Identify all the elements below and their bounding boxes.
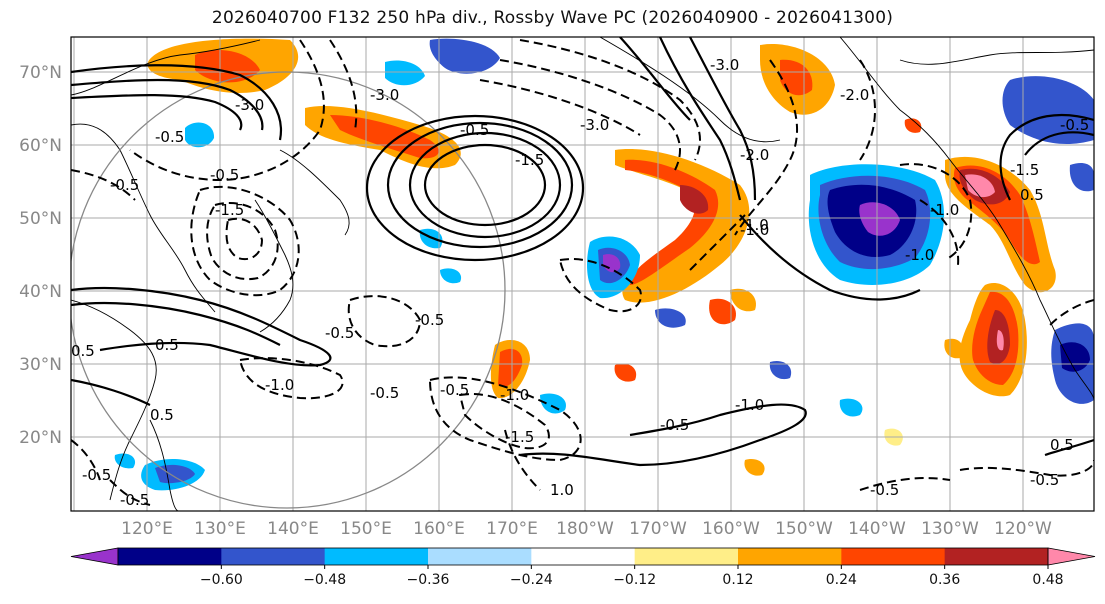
contour-label: 1.0	[745, 216, 769, 234]
contour-label: -0.5	[210, 166, 239, 184]
contour-label: -0.5	[120, 491, 149, 509]
contour-label: -1.0	[265, 376, 294, 394]
colorbar-tick-label: −0.36	[407, 572, 450, 588]
contour-label: -0.5	[415, 311, 444, 329]
longitude-labels: 120°E 130°E 140°E 150°E 160°E 170°E 180°…	[121, 519, 1052, 539]
contour-label: -0.5	[1030, 471, 1059, 489]
contours-dashed	[71, 39, 1094, 506]
reference-circle	[71, 71, 506, 509]
colorbar-extend-low	[70, 547, 119, 566]
contour-label: 0.5	[71, 342, 95, 360]
lon-label: 120°W	[994, 519, 1052, 539]
contour-label: -1.0	[500, 386, 529, 404]
lon-label: 160°E	[413, 519, 465, 539]
contour-label: 0.5	[1020, 186, 1044, 204]
colorbar-extend-high	[1047, 547, 1096, 566]
colorbar-tick-label: 0.48	[1032, 572, 1063, 588]
map-area	[71, 37, 1094, 511]
colorbar-labels: −0.60 −0.48 −0.36 −0.24 −0.12 0.12 0.24 0.36 0.4…	[200, 565, 1064, 588]
lon-label: 170°W	[629, 519, 687, 539]
colorbar-segment	[531, 548, 636, 565]
contour-label: 0.5	[155, 336, 179, 354]
colorbar-tick-label: −0.48	[303, 572, 346, 588]
contour-label: -1.0	[905, 246, 934, 264]
lat-label: 50°N	[19, 209, 62, 229]
contour-label: -0.5	[460, 121, 489, 139]
colorbar-segment	[324, 548, 429, 565]
lat-label: 70°N	[19, 63, 62, 83]
contours-solid	[71, 37, 1094, 467]
coastlines	[71, 37, 1094, 511]
contour-label: -1.5	[215, 201, 244, 219]
contour-label: -2.0	[740, 146, 769, 164]
contour-label: -0.5	[325, 324, 354, 342]
colorbar-segment	[634, 548, 739, 565]
contour-label: 0.5	[150, 406, 174, 424]
lon-label: 120°E	[121, 519, 173, 539]
contour-label: -0.5	[110, 176, 139, 194]
contour-label: -3.0	[580, 116, 609, 134]
colorbar-tick-label: 0.12	[722, 572, 753, 588]
lon-label: 150°E	[340, 519, 392, 539]
colorbar-border	[117, 547, 1049, 566]
contour-label: -1.5	[515, 151, 544, 169]
colorbar-segment	[738, 548, 842, 565]
contour-label: -1.0	[740, 221, 769, 239]
lon-label: 160°W	[702, 519, 760, 539]
map-title: 2026040700 F132 250 hPa div., Rossby Wav…	[211, 8, 894, 28]
colorbar	[70, 547, 1096, 566]
colorbar-segment	[221, 548, 326, 565]
divergence-shading	[114, 38, 1094, 491]
colorbar-tick-label: 0.24	[826, 572, 857, 588]
latitude-labels: 70°N 60°N 50°N 40°N 30°N 20°N	[19, 63, 62, 448]
contour-label: -0.5	[82, 466, 111, 484]
lon-label: 130°W	[921, 519, 979, 539]
colorbar-tick-label: −0.12	[613, 572, 656, 588]
contour-label: -0.5	[370, 384, 399, 402]
colorbar-segment	[944, 548, 1049, 565]
contour-label: -0.5	[660, 416, 689, 434]
contour-label: -1.5	[505, 428, 534, 446]
map-border	[70, 36, 1095, 512]
contour-label: 1.0	[550, 481, 574, 499]
lon-label: 140°W	[848, 519, 906, 539]
contour-label: -0.5	[155, 128, 184, 146]
contour-label: -0.5	[1060, 116, 1089, 134]
lon-label: 150°W	[775, 519, 833, 539]
colorbar-segment	[118, 548, 222, 565]
lon-label: 140°E	[267, 519, 319, 539]
contour-label: -1.0	[930, 201, 959, 219]
contour-label: -2.0	[840, 86, 869, 104]
contour-label: -1.5	[1010, 161, 1039, 179]
lon-label: 180°W	[556, 519, 614, 539]
lat-label: 40°N	[19, 282, 62, 302]
graticule	[71, 37, 1094, 511]
contour-label-group: -0.5 -0.5 -1.5 -3.0 -3.0 -3.0 -3.0 -2.0 …	[71, 56, 1089, 509]
contour-label: -3.0	[370, 86, 399, 104]
colorbar-tick-label: −0.24	[510, 572, 553, 588]
lon-label: 170°E	[486, 519, 538, 539]
contour-label: -0.5	[870, 481, 899, 499]
lat-label: 60°N	[19, 136, 62, 156]
colorbar-segment	[428, 548, 532, 565]
colorbar-segment	[841, 548, 946, 565]
contour-label: -3.0	[235, 96, 264, 114]
colorbar-tick-label: 0.36	[929, 572, 960, 588]
lat-label: 30°N	[19, 355, 62, 375]
contour-label: 0.5	[1050, 436, 1074, 454]
contour-label: -0.5	[440, 381, 469, 399]
lon-label: 130°E	[194, 519, 246, 539]
contour-label: -1.0	[735, 396, 764, 414]
contour-label: -3.0	[710, 56, 739, 74]
lat-label: 20°N	[19, 428, 62, 448]
colorbar-tick-label: −0.60	[200, 572, 243, 588]
